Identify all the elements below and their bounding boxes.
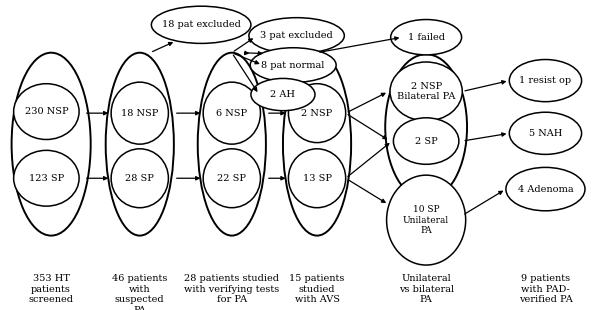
Ellipse shape	[111, 82, 169, 144]
Text: 9 patients
with PAD-
verified PA: 9 patients with PAD- verified PA	[518, 274, 572, 304]
Text: 18 NSP: 18 NSP	[121, 108, 158, 118]
Text: 46 patients
with
suspected
PA: 46 patients with suspected PA	[112, 274, 167, 310]
Ellipse shape	[151, 6, 251, 43]
Ellipse shape	[289, 84, 346, 143]
Text: 28 patients studied
with verifying tests
for PA: 28 patients studied with verifying tests…	[184, 274, 280, 304]
Ellipse shape	[391, 20, 461, 55]
Ellipse shape	[249, 18, 344, 54]
Ellipse shape	[506, 167, 585, 211]
Ellipse shape	[11, 53, 91, 236]
Text: 10 SP
Unilateral
PA: 10 SP Unilateral PA	[403, 205, 449, 235]
Text: 353 HT
patients
screened: 353 HT patients screened	[29, 274, 74, 304]
Ellipse shape	[509, 60, 581, 102]
Text: 2 NSP
Bilateral PA: 2 NSP Bilateral PA	[397, 82, 455, 101]
Ellipse shape	[14, 150, 79, 206]
Text: 18 pat excluded: 18 pat excluded	[161, 20, 241, 29]
Text: 2 AH: 2 AH	[271, 90, 295, 99]
Ellipse shape	[203, 149, 260, 208]
Ellipse shape	[390, 62, 462, 121]
Text: 6 NSP: 6 NSP	[216, 108, 247, 118]
Ellipse shape	[283, 53, 351, 236]
Text: 1 resist op: 1 resist op	[520, 76, 572, 85]
Ellipse shape	[111, 149, 169, 208]
Text: 3 pat excluded: 3 pat excluded	[260, 31, 333, 40]
Text: 28 SP: 28 SP	[125, 174, 154, 183]
Ellipse shape	[289, 149, 346, 208]
Ellipse shape	[250, 48, 336, 82]
Text: 13 SP: 13 SP	[302, 174, 332, 183]
Ellipse shape	[198, 53, 266, 236]
Text: 1 failed: 1 failed	[407, 33, 445, 42]
Ellipse shape	[251, 78, 315, 111]
Ellipse shape	[14, 84, 79, 140]
Ellipse shape	[386, 175, 466, 265]
Text: 15 patients
studied
with AVS: 15 patients studied with AVS	[289, 274, 345, 304]
Text: 230 NSP: 230 NSP	[25, 107, 68, 116]
Ellipse shape	[509, 112, 581, 154]
Text: 8 pat normal: 8 pat normal	[262, 60, 325, 70]
Ellipse shape	[106, 53, 174, 236]
Text: Unilateral
vs bilateral
PA: Unilateral vs bilateral PA	[398, 274, 454, 304]
Text: 123 SP: 123 SP	[29, 174, 64, 183]
Text: 22 SP: 22 SP	[217, 174, 247, 183]
Text: 4 Adenoma: 4 Adenoma	[518, 184, 573, 194]
Text: 2 NSP: 2 NSP	[301, 108, 332, 118]
Ellipse shape	[385, 54, 467, 200]
Text: 2 SP: 2 SP	[415, 136, 437, 146]
Ellipse shape	[203, 82, 260, 144]
Ellipse shape	[394, 118, 459, 164]
Text: 5 NAH: 5 NAH	[529, 129, 562, 138]
